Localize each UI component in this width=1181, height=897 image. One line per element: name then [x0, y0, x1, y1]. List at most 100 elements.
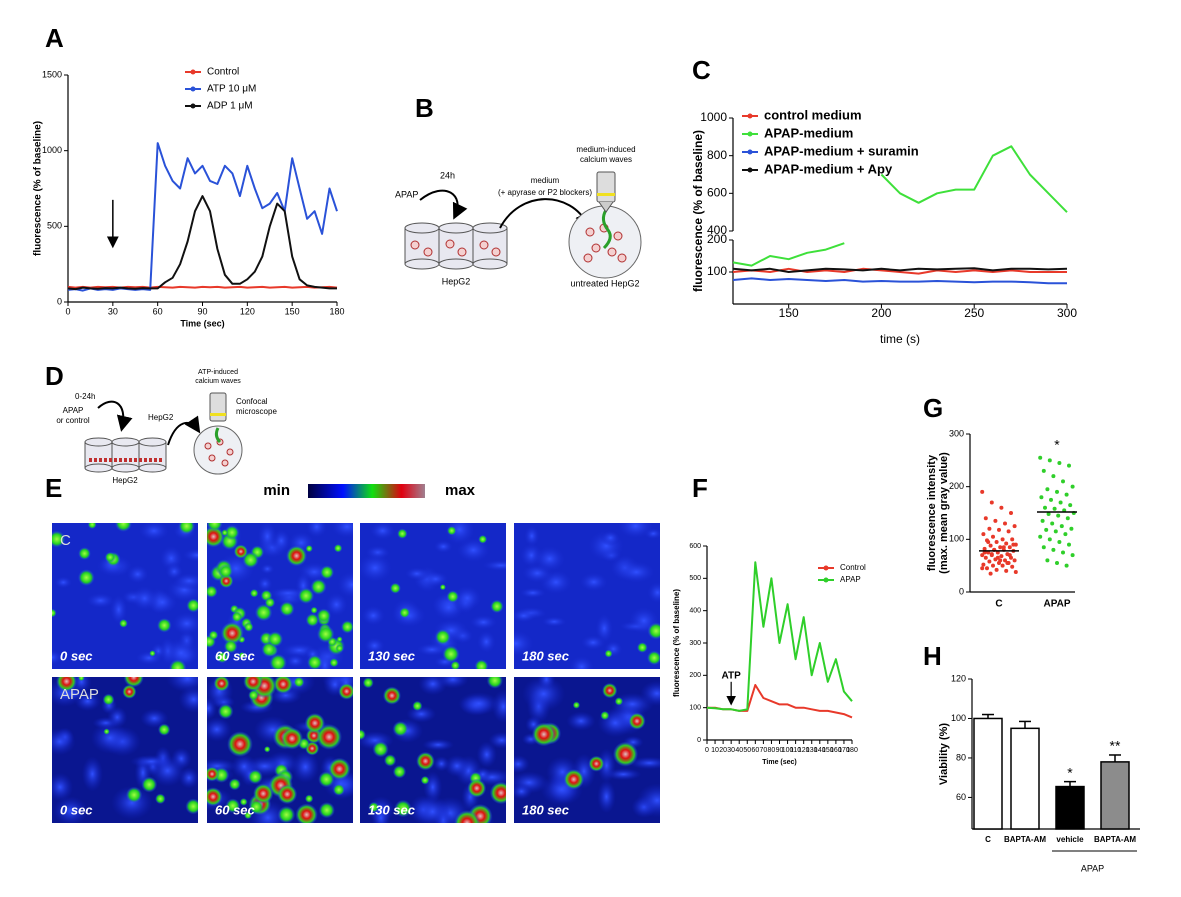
- point: [987, 559, 992, 564]
- series-line: [732, 277, 1067, 285]
- point: [1064, 563, 1069, 568]
- cell-blob: [125, 563, 151, 585]
- y-tick-label: 0: [959, 586, 964, 596]
- bar: [1100, 761, 1130, 830]
- signal-blob: [293, 677, 305, 688]
- signal-blob: [178, 523, 196, 535]
- y-tick-label: 80: [956, 752, 966, 762]
- x-tick-label: 90: [197, 306, 207, 316]
- dish: [193, 425, 243, 475]
- point: [1007, 553, 1012, 558]
- cell-blob: [517, 586, 548, 600]
- cell-blob: [514, 608, 538, 624]
- signal-blob: [389, 582, 401, 594]
- cell-blob: [523, 523, 541, 549]
- arrow: [97, 400, 133, 432]
- signal-blob: [286, 545, 308, 567]
- legend-label: ATP 10 μM: [207, 84, 256, 95]
- y-tick-label: 0: [57, 296, 62, 306]
- series-line: [707, 684, 853, 719]
- point: [1057, 460, 1062, 465]
- point: [988, 543, 993, 548]
- signal-blob: [225, 798, 241, 814]
- cell-blob: [522, 677, 566, 712]
- x-tick-label: 130: [806, 747, 818, 754]
- image: 180 sec: [514, 523, 660, 669]
- point: [1051, 474, 1056, 479]
- signal-blob: [253, 783, 274, 804]
- signal-blob: [333, 543, 343, 553]
- signal-blob: [329, 657, 339, 668]
- signal-blob: [207, 585, 218, 598]
- cell-blob: [140, 708, 169, 729]
- y-axis-label: fluorescence intensity: [926, 454, 938, 571]
- panel-label: D: [45, 361, 64, 391]
- point: [1052, 506, 1057, 511]
- signal-blob: [563, 768, 585, 790]
- cell-blob: [539, 615, 569, 628]
- signal-blob: [264, 597, 276, 608]
- cell-blob: [579, 634, 608, 652]
- point: [1041, 545, 1046, 550]
- signal-blob: [318, 771, 335, 788]
- cell-blob: [414, 642, 450, 658]
- point: [1040, 518, 1045, 523]
- signal-blob: [434, 628, 451, 646]
- y-tick-label: 1000: [42, 145, 62, 155]
- point: [1005, 561, 1010, 566]
- signal-blob: [102, 693, 115, 706]
- signal-blob: [249, 588, 259, 598]
- cell-blob: [475, 629, 498, 655]
- signal-blob: [486, 677, 504, 689]
- cell-blob: [360, 551, 396, 585]
- signal-blob: [157, 723, 171, 736]
- image: 60 sec: [207, 677, 353, 823]
- cell: [585, 227, 595, 237]
- point: [1043, 505, 1047, 510]
- well: [438, 222, 474, 234]
- y-tick-label: 0: [697, 737, 701, 744]
- point: [1065, 516, 1070, 521]
- signal-blob: [614, 697, 624, 706]
- cell: [457, 247, 467, 257]
- y-tick-label: 200: [707, 232, 727, 246]
- label: APAP: [395, 189, 418, 199]
- image-grid: 0 sec C 60 sec 130 sec 180 sec 0 sec APAP 60 se…: [52, 523, 660, 823]
- point: [1063, 532, 1068, 537]
- cell-blob: [107, 706, 128, 729]
- signal-blob: [227, 731, 253, 758]
- x-tick-label: 150: [285, 306, 300, 316]
- cell-blob: [81, 756, 104, 792]
- x-tick-label: 60: [751, 747, 759, 754]
- point: [991, 534, 995, 539]
- signal-blob: [318, 802, 335, 819]
- legend-marker: [190, 86, 196, 92]
- signal-blob: [78, 547, 91, 560]
- signal-blob: [185, 798, 198, 815]
- y-axis-label: fluorescence (% of baseline): [33, 121, 44, 256]
- point: [997, 527, 1001, 532]
- x-tick-label: 300: [1057, 306, 1077, 320]
- x-tick-label: 150: [779, 306, 799, 320]
- legend-marker: [747, 167, 753, 173]
- label: microscope: [236, 407, 277, 416]
- point: [1012, 558, 1017, 563]
- well: [84, 463, 113, 473]
- x-tick-label: 110: [790, 747, 801, 754]
- label: APAP: [63, 406, 84, 415]
- signal-blob: [442, 645, 460, 663]
- cell-blob: [597, 748, 616, 783]
- x-tick-label: 60: [153, 306, 163, 316]
- signal-blob: [450, 660, 461, 669]
- x-tick-label: 0: [705, 747, 709, 754]
- wave: [214, 427, 222, 444]
- cell-blob: [108, 592, 129, 627]
- series-line: [67, 195, 337, 291]
- signal-blob: [186, 598, 198, 613]
- image-content: [360, 677, 506, 823]
- y-tick-label: 300: [689, 640, 701, 647]
- signal-blob: [604, 649, 613, 658]
- cell-blob: [537, 677, 556, 690]
- signal-blob: [335, 644, 344, 653]
